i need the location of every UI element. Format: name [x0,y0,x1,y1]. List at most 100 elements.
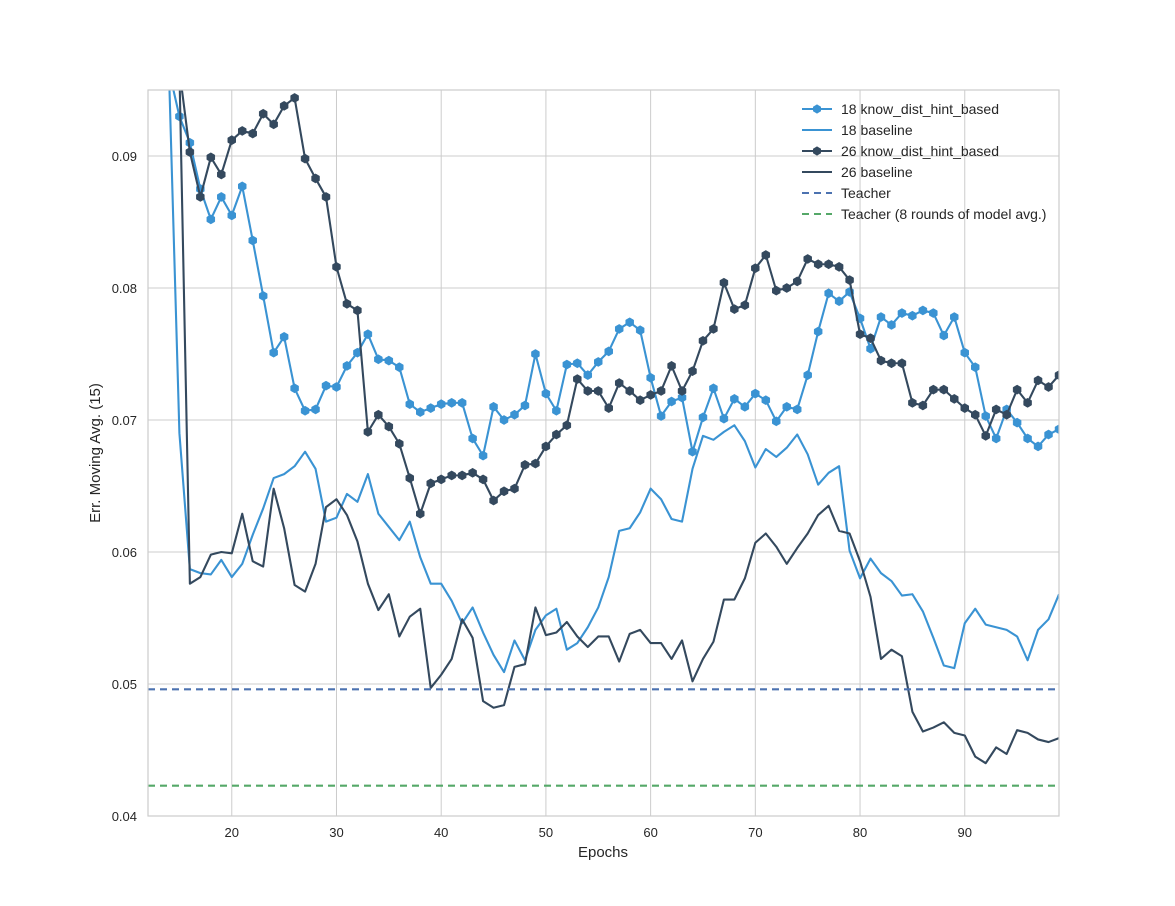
data-point [457,397,467,408]
x-tick-label: 80 [853,825,867,840]
legend-marker [813,104,821,114]
data-point [531,458,540,469]
y-tick-label: 0.05 [112,677,137,692]
x-tick-label: 20 [225,825,239,840]
data-point [1033,375,1043,386]
legend-entry: 26 know_dist_hint_based [802,143,999,159]
series-line [168,90,1059,674]
data-point [520,400,530,411]
data-point [384,421,394,432]
data-point [489,401,498,412]
y-tick-label: 0.06 [112,545,137,560]
data-point [227,135,236,146]
grid [148,90,1059,817]
data-point [887,358,896,369]
data-point [573,358,582,369]
data-point [300,153,310,164]
data-point [792,276,802,287]
data-point [803,370,812,381]
data-point [991,404,1001,415]
data-point [321,192,331,202]
data-point [625,317,634,328]
data-point [436,474,446,485]
data-point [604,346,613,357]
series-18-know-dist-hint-based [172,90,1059,461]
data-point [908,310,917,321]
legend-entry: 18 baseline [802,122,913,138]
data-point [939,330,949,341]
data-point [971,409,980,420]
data-point [719,277,729,288]
data-point [552,405,561,416]
data-point [489,495,498,506]
data-point [960,347,969,358]
legend-entry: 18 know_dist_hint_based [802,101,999,117]
data-point [761,395,771,406]
data-point [845,275,854,285]
data-point [279,331,289,342]
data-point [1044,429,1053,440]
data-point [709,383,718,394]
data-point [667,360,676,371]
data-point [374,354,383,365]
data-point [1002,409,1011,420]
data-point [698,335,708,346]
data-point [677,392,687,403]
data-point [824,288,833,299]
x-axis-label: Epochs [578,844,628,861]
data-point [908,397,917,408]
data-point [342,360,352,371]
data-point [311,404,320,415]
data-point [698,412,708,423]
data-point [510,483,519,494]
data-point [457,470,467,481]
data-point [656,386,666,396]
data-point [416,508,425,519]
data-point [594,357,603,367]
legend-entry: Teacher [802,185,891,201]
data-point [562,359,572,370]
legend-marker [813,146,821,156]
y-axis-label: Err. Moving Avg. (15) [87,383,104,523]
data-point [709,324,718,334]
data-point [950,393,959,404]
data-point [939,384,949,395]
data-point [677,386,687,396]
y-tick-label: 0.08 [112,281,137,296]
data-point [824,259,833,270]
data-point [918,305,928,316]
series-line [178,90,1059,765]
data-point [227,210,236,221]
data-point [332,382,341,392]
data-point [520,459,530,470]
data-point [290,93,299,103]
data-point [813,259,823,270]
data-point [719,413,729,424]
data-point [405,399,415,410]
data-point [478,450,488,461]
data-point [573,374,582,384]
y-tick-label: 0.07 [112,413,137,428]
data-point [258,108,268,119]
data-point [635,395,645,406]
data-point [217,192,226,202]
data-point [426,403,435,414]
data-point [363,426,373,437]
data-point [991,433,1001,444]
data-point [950,312,959,322]
data-point [813,326,823,337]
data-point [772,416,781,427]
data-point [541,388,551,399]
data-point [897,358,907,369]
data-point [447,397,456,408]
series-18-baseline [168,90,1059,674]
data-point [772,285,781,296]
data-point [468,433,477,444]
data-point [426,478,435,489]
data-point [217,169,226,180]
data-point [1023,397,1032,408]
plot-background [148,90,1059,816]
data-point [614,324,624,334]
data-point [625,386,634,396]
